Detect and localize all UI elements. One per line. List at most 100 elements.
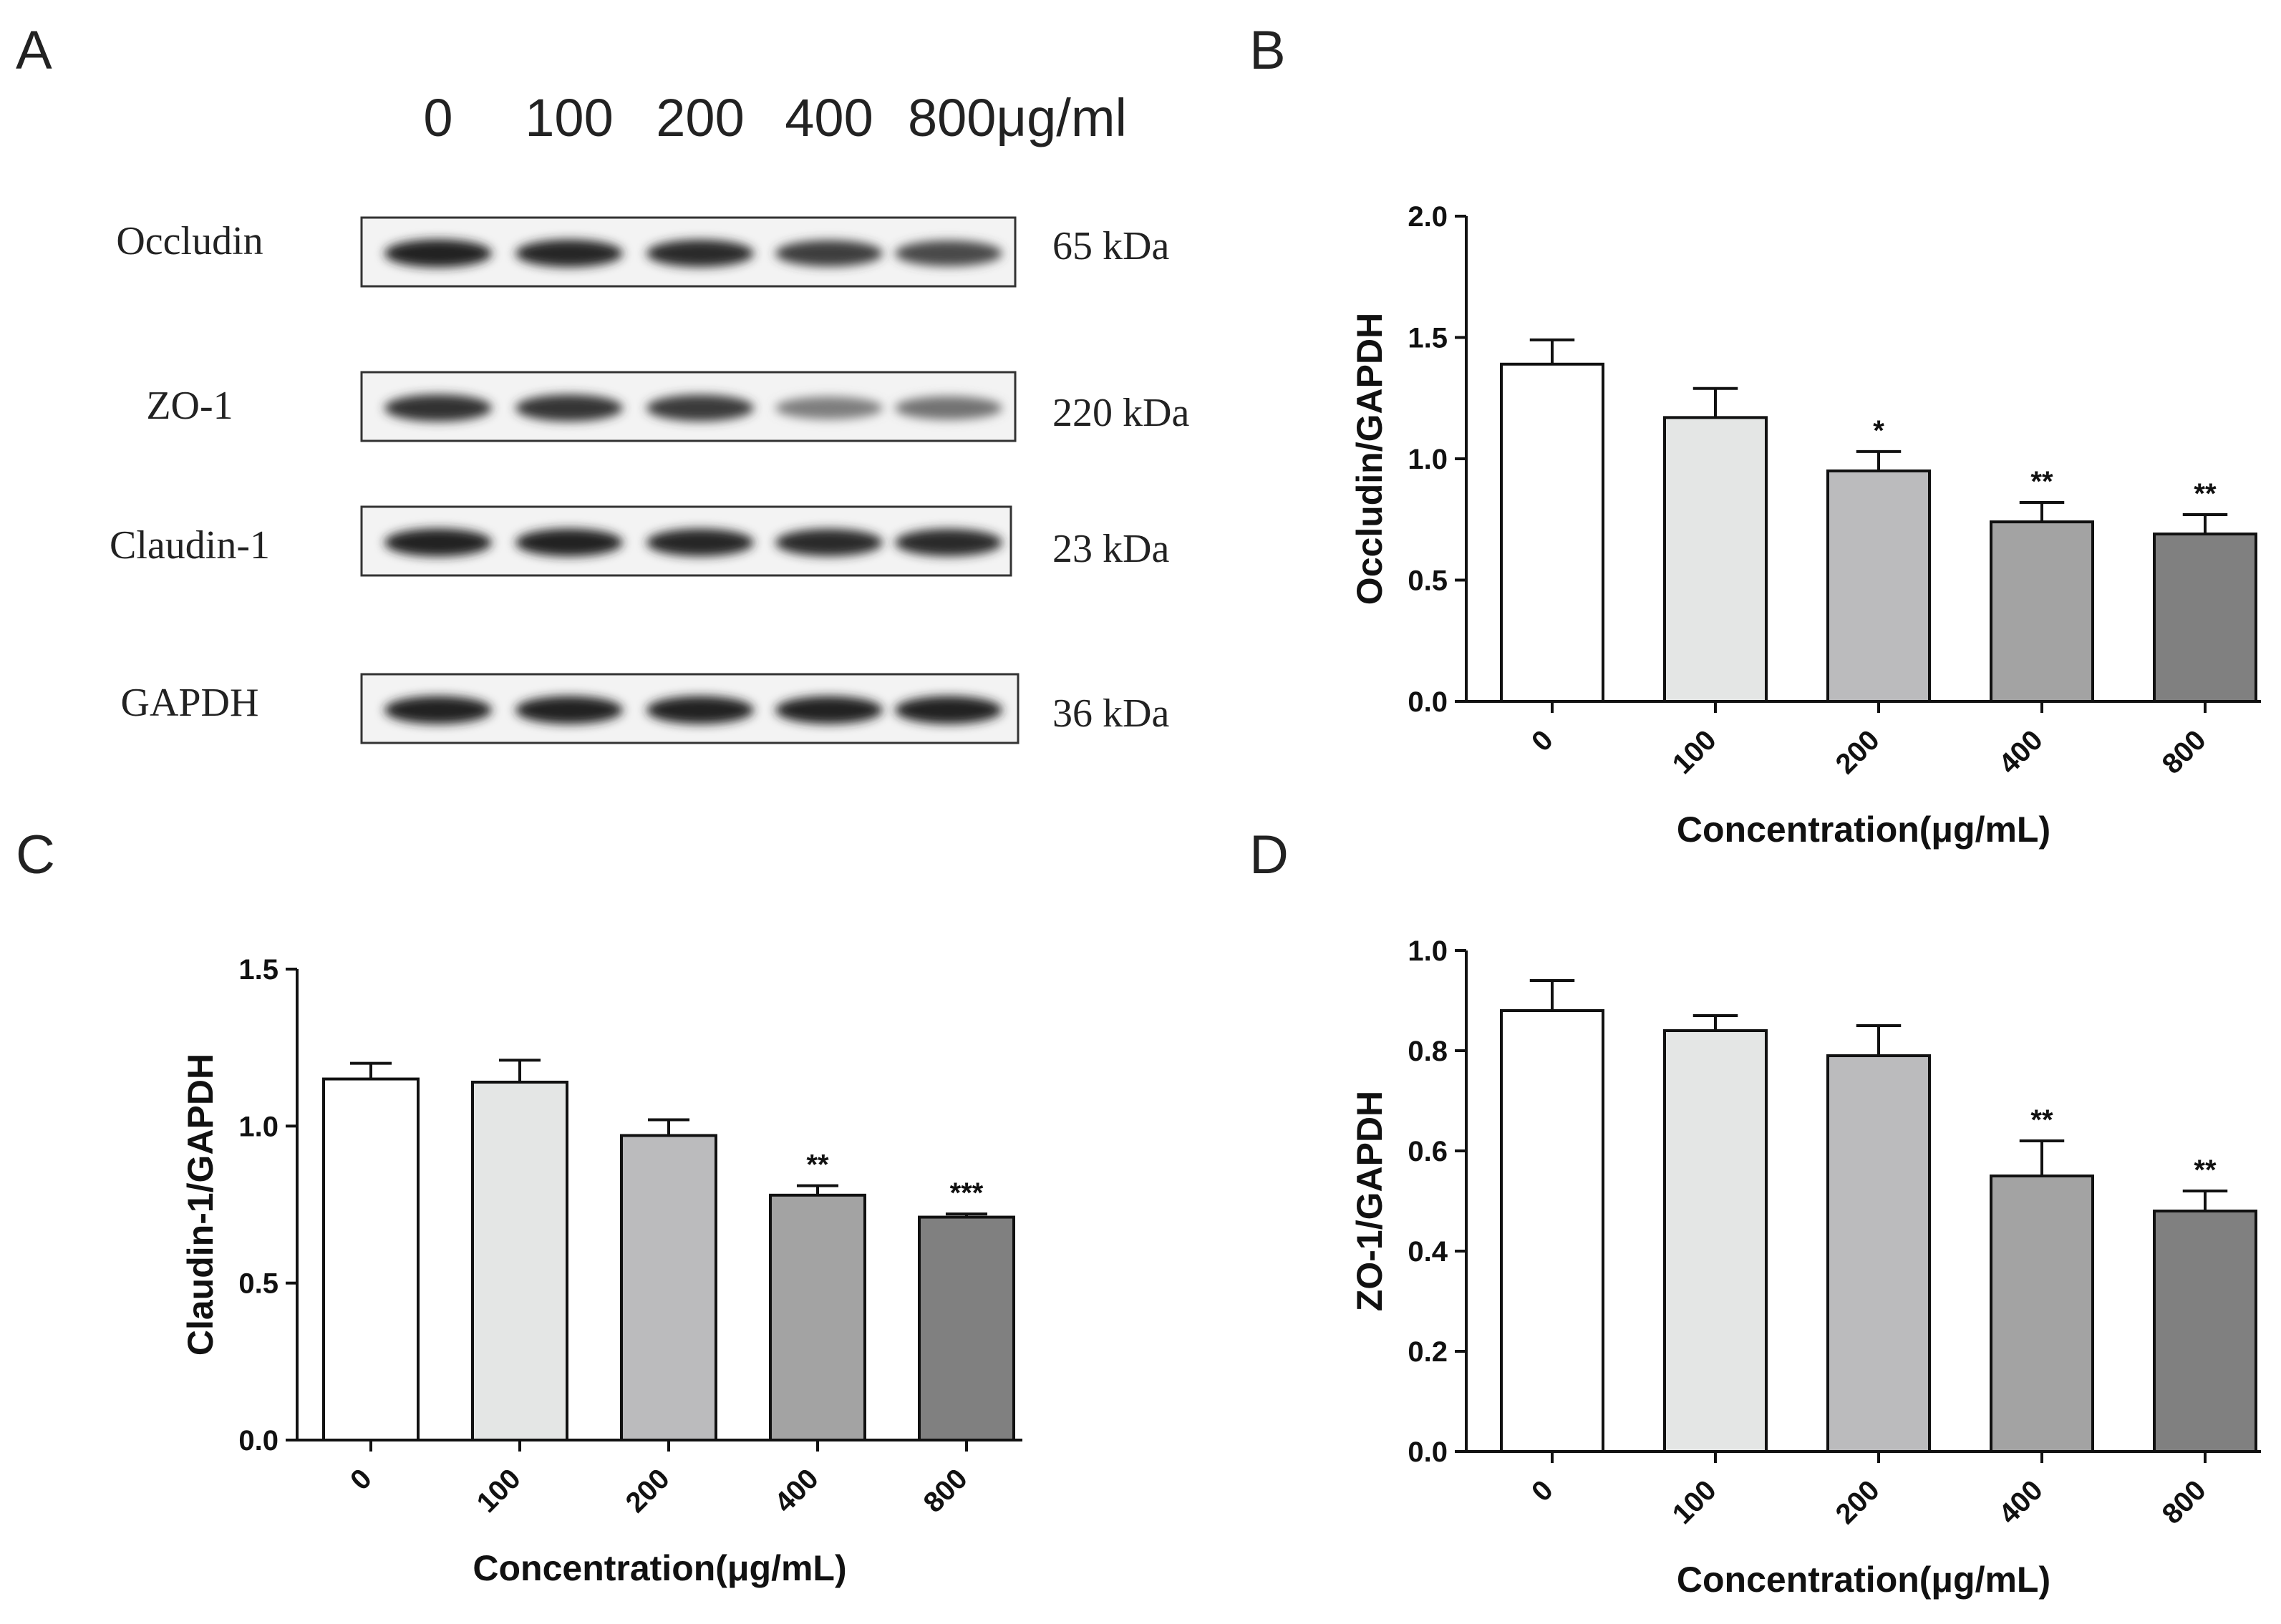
bar-100 (1663, 1029, 1768, 1453)
chart-c-claudin-1: C 0.0 0.5 1.0 1.5 0 100 200 400 ** 800 *** Concentra… (16, 825, 1022, 1588)
band (384, 239, 492, 268)
x-tick-label: 400 (1993, 724, 2049, 780)
bar-800 (2153, 1210, 2257, 1453)
x-tick-label: 200 (1830, 724, 1886, 780)
band (775, 696, 883, 724)
x-axis-title: Concentration(μg/mL) (1677, 809, 2050, 850)
protein-label: GAPDH (121, 681, 259, 725)
lane-label-1: 100 (525, 88, 613, 147)
band (515, 239, 623, 268)
bar-400 (769, 1193, 866, 1441)
bar-800 (918, 1215, 1015, 1441)
lane-labels: 0 100 200 400 800μg/ml (423, 88, 1126, 147)
protein-label: Claudin-1 (110, 523, 270, 568)
y-tick-label: 0.0 (238, 1425, 279, 1457)
chart-d-zo-1: D 0.0 0.2 0.4 0.6 0.8 1.0 0 100 200 400 ** 800 ** Conc… (1249, 825, 2261, 1600)
blot-claudin-1: Claudin-1 23 kDa (110, 505, 1169, 577)
x-tick-label: 200 (1830, 1474, 1886, 1530)
y-tick-label: 0.5 (1408, 565, 1448, 597)
y-tick-label: 1.5 (1408, 323, 1448, 354)
blot-zo-1: ZO-1 220 kDa (146, 371, 1189, 442)
panel-a-western-blot: A 0 100 200 400 800μg/ml Occludin 65 kDa ZO-1 2… (16, 20, 1189, 744)
band (384, 528, 492, 557)
band (384, 394, 492, 422)
x-tick-label: 800 (2156, 724, 2212, 780)
bar-400 (1990, 520, 2094, 704)
kda-label: 23 kDa (1052, 527, 1169, 571)
lane-label-3: 400 (785, 88, 873, 147)
x-tick-label: 100 (471, 1463, 527, 1519)
x-tick-label: 400 (1993, 1474, 2049, 1530)
band (646, 528, 754, 557)
lane-label-0: 0 (423, 88, 452, 147)
band (895, 528, 1002, 557)
y-tick-label: 2.0 (1408, 201, 1448, 233)
y-tick-label: 0.5 (238, 1268, 279, 1300)
band (646, 239, 754, 268)
bar-0 (322, 1077, 420, 1441)
bar-200 (1826, 1054, 1931, 1453)
bar-0 (1500, 1009, 1604, 1453)
x-tick-label: 0 (344, 1463, 378, 1497)
y-tick-label: 0.2 (1408, 1336, 1448, 1368)
band (775, 528, 883, 557)
panel-letter: B (1249, 20, 1286, 81)
band (895, 696, 1002, 724)
band (384, 696, 492, 724)
y-tick-label: 0.6 (1408, 1136, 1448, 1167)
y-tick-label: 0.0 (1408, 686, 1448, 718)
significance-label: * (1873, 415, 1884, 447)
significance-label: ** (2194, 478, 2217, 510)
x-tick-label: 100 (1667, 1474, 1723, 1530)
panel-a-letter: A (16, 20, 52, 81)
bar-100 (471, 1080, 568, 1442)
bar-0 (1500, 362, 1604, 703)
x-tick-label: 800 (918, 1463, 974, 1519)
y-tick-label: 0.8 (1408, 1036, 1448, 1067)
y-tick-label: 0.0 (1408, 1436, 1448, 1468)
y-tick-label: 1.0 (1408, 444, 1448, 475)
x-tick-label: 100 (1667, 724, 1723, 780)
y-tick-label: 0.4 (1408, 1236, 1448, 1268)
chart-b-occludin: B 0.0 0.5 1.0 1.5 2.0 0 100 200 * 400 ** 800 ** Concen… (1249, 20, 2261, 850)
significance-label: ** (2030, 1104, 2053, 1136)
bar-800 (2153, 533, 2257, 704)
band (895, 240, 1002, 267)
protein-label: ZO-1 (146, 384, 233, 428)
y-axis-title: Claudin-1/GAPDH (180, 1054, 221, 1356)
band (895, 396, 1002, 420)
x-tick-label: 200 (620, 1463, 676, 1519)
band (775, 240, 883, 267)
y-axis-title: Occludin/GAPDH (1350, 313, 1390, 605)
x-axis-title: Concentration(μg/mL) (1677, 1560, 2050, 1600)
band (515, 394, 623, 422)
y-axis-title: ZO-1/GAPDH (1350, 1091, 1390, 1311)
significance-label: ** (2194, 1154, 2217, 1186)
x-tick-label: 0 (1526, 1474, 1559, 1508)
band (515, 696, 623, 724)
blot-gapdh: GAPDH 36 kDa (121, 673, 1169, 744)
bar-200 (1826, 469, 1931, 703)
blot-strips: Occludin 65 kDa ZO-1 220 kDa Claudin-1 23 kDa… (110, 216, 1189, 744)
kda-label: 220 kDa (1052, 391, 1189, 435)
band (646, 394, 754, 422)
panel-letter: D (1249, 825, 1289, 885)
bar-100 (1663, 416, 1768, 703)
blot-occludin: Occludin 65 kDa (116, 216, 1169, 288)
kda-label: 36 kDa (1052, 691, 1169, 736)
lane-label-4: 800μg/ml (908, 88, 1127, 147)
kda-label: 65 kDa (1052, 224, 1169, 268)
band (775, 397, 883, 419)
y-tick-label: 1.5 (238, 954, 279, 986)
significance-label: *** (950, 1177, 984, 1209)
band (646, 696, 754, 724)
protein-label: Occludin (116, 219, 263, 263)
x-tick-label: 0 (1526, 724, 1559, 758)
lane-label-2: 200 (656, 88, 744, 147)
x-axis-title: Concentration(μg/mL) (473, 1548, 846, 1588)
band (515, 528, 623, 557)
x-tick-label: 800 (2156, 1474, 2212, 1530)
panel-letter: C (16, 825, 55, 885)
bar-200 (620, 1134, 717, 1441)
